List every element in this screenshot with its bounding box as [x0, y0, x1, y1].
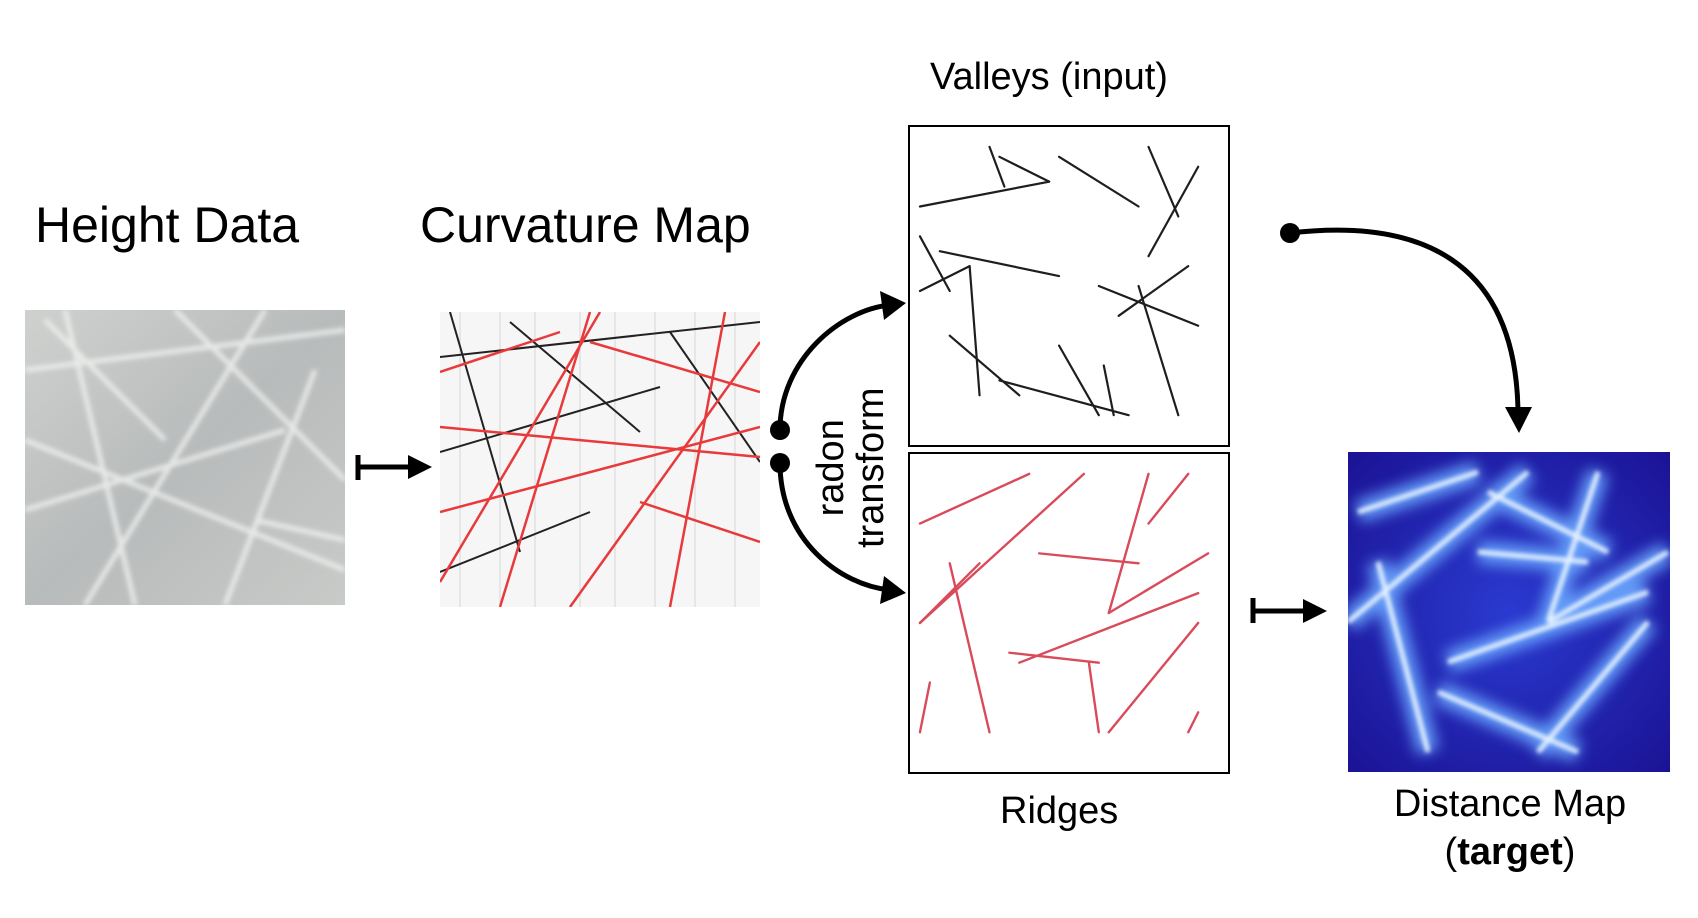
maps-to-arrow-icon	[1250, 598, 1327, 623]
curvature-map-image	[440, 312, 760, 607]
radon-label-line2: transform	[849, 387, 892, 548]
curvature-map-title: Curvature Map	[420, 197, 751, 253]
curved-arrow-icon	[1280, 223, 1532, 433]
height-data-image	[25, 310, 345, 605]
ridges-image	[908, 452, 1230, 774]
ridges-title: Ridges	[1000, 790, 1119, 832]
paren-open: (	[1444, 831, 1458, 873]
radon-label-line1: radon	[810, 419, 852, 517]
distance-map-title-line2: (target)	[1375, 833, 1645, 871]
height-data-title: Height Data	[35, 197, 300, 253]
radon-transform-label: radon transform	[810, 387, 892, 548]
paren-close: )	[1562, 831, 1576, 873]
maps-to-arrow-icon	[355, 455, 432, 480]
target-label: target	[1457, 831, 1563, 873]
distance-map-title: Distance Map (target)	[1375, 785, 1645, 871]
valleys-title: Valleys (input)	[930, 56, 1168, 98]
distance-map-image	[1348, 452, 1670, 772]
valleys-image	[908, 125, 1230, 447]
distance-map-title-line1: Distance Map	[1393, 783, 1627, 825]
